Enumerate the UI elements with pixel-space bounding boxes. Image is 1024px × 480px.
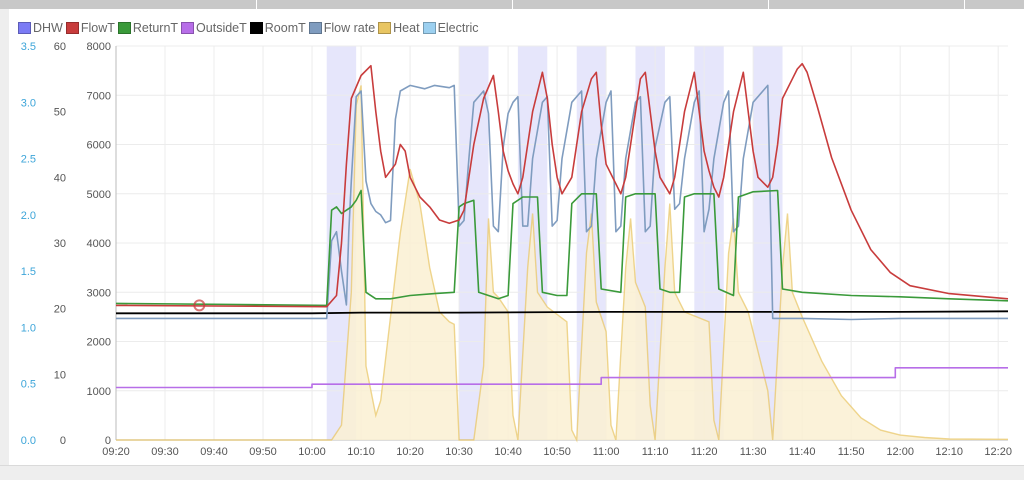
chart-legend: DHW FlowT ReturnT OutsideT RoomT Flow ra… (18, 20, 482, 36)
series-roomt-line (116, 310, 1009, 315)
legend-swatch (181, 22, 195, 34)
x-tick-label: 12:20 (984, 446, 1012, 458)
x-tick-label: 09:20 (102, 446, 130, 458)
legend-swatch (249, 22, 263, 34)
y-tick-label-temperature: 30 (54, 238, 66, 250)
y-tick-label-flow-rate: 3.5 (21, 41, 36, 53)
legend-item-electric[interactable]: Electric (422, 21, 479, 35)
legend-item-flowt[interactable]: FlowT (65, 21, 115, 35)
y-tick-label-temperature: 0 (60, 435, 66, 447)
y-tick-label-flow-rate: 2.0 (21, 210, 36, 222)
x-tick-label: 10:30 (445, 446, 473, 458)
y-tick-label-temperature: 10 (54, 369, 66, 381)
bottom-panel-header (0, 465, 1024, 480)
x-tick-label: 10:40 (494, 446, 522, 458)
legend-swatch (308, 22, 322, 34)
x-tick-label: 12:00 (886, 446, 914, 458)
series-flow-rate-line (116, 84, 1008, 321)
y-tick-label-flow-rate: 3.0 (21, 97, 36, 109)
y-tick-label-power: 7000 (87, 90, 111, 102)
legend-item-dhw[interactable]: DHW (18, 21, 63, 35)
x-tick-label: 10:00 (298, 446, 326, 458)
x-tick-label: 12:10 (935, 446, 963, 458)
legend-swatch (18, 22, 31, 34)
legend-label: Heat (393, 21, 420, 35)
x-tick-label: 09:30 (151, 446, 179, 458)
y-tick-label-power: 6000 (87, 140, 111, 152)
x-tick-label: 11:50 (838, 446, 865, 458)
legend-swatch (117, 22, 131, 34)
series-marker (193, 299, 206, 312)
x-tick-label: 11:20 (691, 446, 718, 458)
legend-label: ReturnT (132, 21, 179, 35)
y-tick-label-flow-rate: 0.5 (21, 379, 36, 391)
x-tick-label: 10:20 (396, 446, 424, 458)
left-margin (0, 9, 9, 465)
legend-swatch (378, 22, 392, 34)
series-returnt-line (115, 189, 1009, 307)
y-tick-label-power: 8000 (87, 41, 111, 53)
legend-label: Electric (437, 21, 479, 35)
y-tick-label-power: 0 (105, 435, 111, 447)
series-outsidet-line (116, 367, 1008, 389)
legend-label: DHW (33, 21, 63, 35)
legend-item-flow-rate[interactable]: Flow rate (308, 21, 376, 35)
legend-item-heat[interactable]: Heat (378, 21, 420, 35)
y-tick-label-power: 4000 (87, 238, 111, 250)
top-toolbar (0, 0, 1024, 9)
y-tick-label-temperature: 50 (54, 107, 66, 119)
legend-label: RoomT (264, 21, 306, 35)
legend-swatch (65, 22, 79, 34)
x-tick-label: 11:10 (642, 446, 669, 458)
x-tick-label: 10:50 (543, 446, 571, 458)
y-tick-label-power: 2000 (87, 337, 111, 349)
series-flowt-line (115, 62, 1009, 308)
y-tick-label-power: 1000 (87, 386, 111, 398)
y-tick-label-temperature: 20 (54, 304, 66, 316)
y-tick-label-power: 3000 (87, 287, 111, 299)
legend-label: FlowT (80, 21, 115, 35)
x-tick-label: 11:00 (593, 446, 620, 458)
legend-item-outsidet[interactable]: OutsideT (181, 21, 247, 35)
x-tick-label: 09:40 (200, 446, 228, 458)
legend-item-roomt[interactable]: RoomT (249, 21, 306, 35)
y-tick-label-temperature: 40 (54, 172, 66, 184)
y-tick-label-flow-rate: 2.5 (21, 154, 36, 166)
y-tick-label-flow-rate: 1.0 (21, 322, 36, 334)
y-tick-label-flow-rate: 1.5 (21, 266, 36, 278)
legend-item-returnt[interactable]: ReturnT (117, 21, 179, 35)
legend-label: Flow rate (323, 21, 376, 35)
y-tick-label-temperature: 60 (54, 41, 66, 53)
x-tick-label: 10:10 (347, 446, 375, 458)
legend-swatch (422, 22, 436, 34)
heatpump-chart[interactable]: 09:20 09:30 09:40 09:50 10:00 10:10 10:20 10:30… (0, 0, 1024, 465)
legend-label: OutsideT (196, 21, 247, 35)
y-tick-label-flow-rate: 0.0 (21, 435, 36, 447)
x-tick-label: 11:40 (789, 446, 816, 458)
y-tick-label-power: 5000 (87, 189, 111, 201)
x-tick-label: 11:30 (740, 446, 767, 458)
series-heat-area (116, 85, 1008, 441)
x-tick-label: 09:50 (249, 446, 277, 458)
